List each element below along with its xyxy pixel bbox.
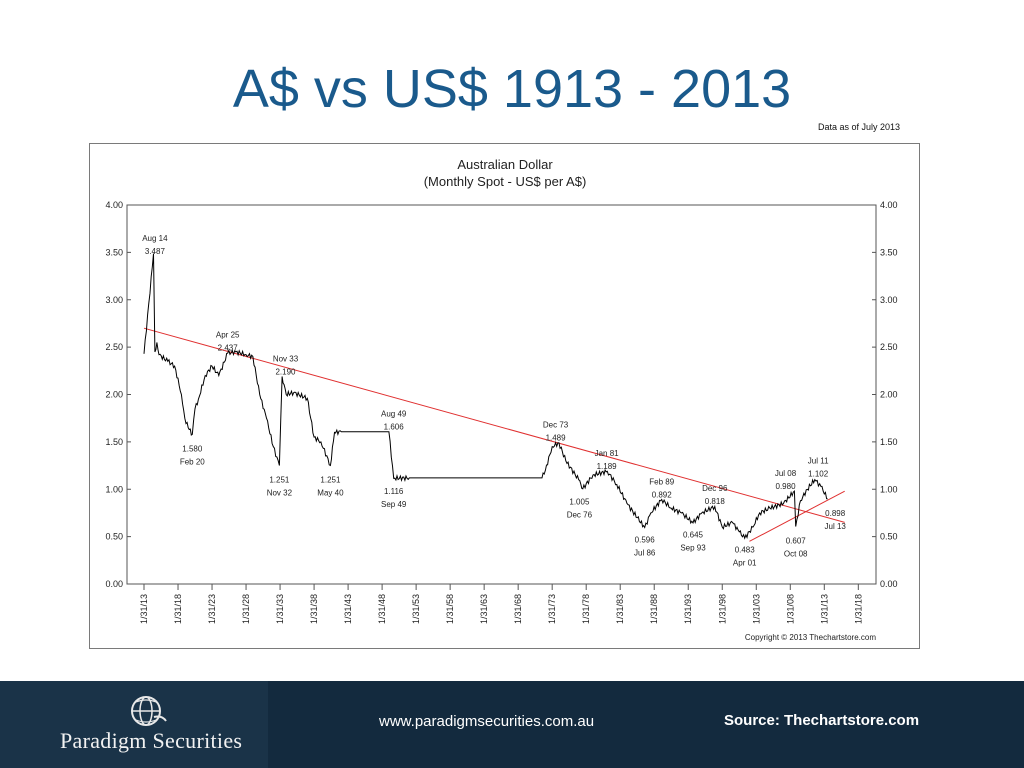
- x-tick-label: 1/31/73: [547, 594, 557, 624]
- y-tick-label-left: 2.50: [105, 342, 123, 352]
- y-tick-label-left: 0.50: [105, 532, 123, 542]
- annotation-date: Aug 14: [142, 234, 168, 243]
- x-tick-label: 1/31/18: [173, 594, 183, 624]
- globe-logo-icon: [131, 696, 167, 726]
- annotation-value: 1.251: [269, 476, 290, 485]
- annotation-value: 0.596: [635, 535, 656, 544]
- y-tick-label-right: 3.00: [880, 295, 898, 305]
- annotation-date: Nov 32: [267, 489, 293, 498]
- annotation-value: 1.580: [182, 444, 203, 453]
- x-tick-label: 1/31/63: [479, 594, 489, 624]
- y-tick-label-right: 1.00: [880, 484, 898, 494]
- chart-copyright: Copyright © 2013 Thechartstore.com: [745, 633, 876, 642]
- annotation-date: Dec 96: [702, 484, 728, 493]
- x-tick-label: 1/31/13: [819, 594, 829, 624]
- trendline: [749, 490, 845, 542]
- annotation-date: Dec 76: [567, 510, 593, 519]
- chart-frame: Australian Dollar (Monthly Spot - US$ per…: [89, 143, 920, 649]
- annotation-value: 1.606: [384, 422, 405, 431]
- annotation-date: Apr 01: [733, 559, 757, 568]
- y-tick-label-right: 0.00: [880, 579, 898, 589]
- y-tick-label-right: 4.00: [880, 200, 898, 210]
- y-tick-label-right: 0.50: [880, 532, 898, 542]
- annotation-value: 0.483: [735, 546, 756, 555]
- annotation-value: 1.116: [384, 487, 404, 496]
- y-tick-label-left: 3.00: [105, 295, 123, 305]
- annotation-value: 0.645: [683, 531, 704, 540]
- x-tick-label: 1/31/28: [241, 594, 251, 624]
- x-tick-label: 1/31/08: [785, 594, 795, 624]
- plot-area-border: [126, 204, 877, 585]
- annotation-date: Dec 73: [543, 421, 569, 430]
- annotation-value: 1.005: [569, 497, 590, 506]
- x-tick-label: 1/31/33: [275, 594, 285, 624]
- annotation-value: 1.489: [546, 434, 567, 443]
- annotation-value: 3.487: [145, 247, 166, 256]
- x-tick-label: 1/31/53: [411, 594, 421, 624]
- x-tick-label: 1/31/88: [649, 594, 659, 624]
- x-tick-label: 1/31/98: [717, 594, 727, 624]
- x-tick-label: 1/31/13: [139, 594, 149, 624]
- y-tick-label-left: 3.50: [105, 247, 123, 257]
- x-tick-label: 1/31/23: [207, 594, 217, 624]
- footer-bar: Paradigm Securities www.paradigmsecuriti…: [0, 681, 1024, 768]
- y-tick-label-left: 2.00: [105, 390, 123, 400]
- annotation-value: 0.898: [825, 509, 846, 518]
- annotation-date: Jul 11: [808, 457, 829, 466]
- y-tick-label-right: 2.50: [880, 342, 898, 352]
- x-tick-label: 1/31/93: [683, 594, 693, 624]
- x-tick-label: 1/31/68: [513, 594, 523, 624]
- y-tick-label-right: 1.50: [880, 437, 898, 447]
- x-tick-label: 1/31/43: [343, 594, 353, 624]
- y-tick-label-right: 2.00: [880, 390, 898, 400]
- chart-svg: Australian Dollar (Monthly Spot - US$ per…: [105, 157, 898, 642]
- y-tick-label-left: 0.00: [105, 579, 123, 589]
- annotation-date: Jan 81: [595, 449, 620, 458]
- x-tick-label: 1/31/03: [751, 594, 761, 624]
- logo-text: Paradigm Securities: [60, 728, 243, 753]
- annotation-value: 1.102: [808, 470, 829, 479]
- chart-title: Australian Dollar: [457, 157, 553, 172]
- annotation-value: 2.190: [275, 367, 296, 376]
- logo-block: Paradigm Securities: [0, 681, 268, 768]
- annotation-date: Jul 13: [825, 522, 847, 531]
- y-tick-label-left: 4.00: [105, 200, 123, 210]
- x-tick-label: 1/31/48: [377, 594, 387, 624]
- annotation-value: 0.892: [652, 491, 673, 500]
- x-tick-label: 1/31/18: [853, 594, 863, 624]
- annotation-date: Apr 25: [216, 331, 240, 340]
- x-tick-label: 1/31/58: [445, 594, 455, 624]
- annotation-date: Jul 08: [775, 469, 797, 478]
- annotation-value: 1.251: [320, 476, 341, 485]
- footer-url-link[interactable]: www.paradigmsecurities.com.au: [379, 713, 595, 730]
- annotation-date: Jul 86: [634, 548, 656, 557]
- annotation-date: Sep 49: [381, 500, 407, 509]
- annotation-value: 0.818: [705, 497, 726, 506]
- y-tick-label-right: 3.50: [880, 247, 898, 257]
- series-line: [143, 253, 828, 540]
- x-tick-label: 1/31/83: [615, 594, 625, 624]
- footer-source: Source: Thechartstore.com: [724, 712, 920, 729]
- annotation-date: Nov 33: [273, 354, 299, 363]
- annotation-value: 0.607: [786, 536, 807, 545]
- annotation-date: Oct 08: [784, 549, 808, 558]
- data-date-note: Data as of July 2013: [818, 122, 901, 132]
- slide-title: A$ vs US$ 1913 - 2013: [232, 59, 792, 119]
- y-tick-label-left: 1.00: [105, 484, 123, 494]
- chart-subtitle: (Monthly Spot - US$ per A$): [424, 174, 587, 189]
- annotation-value: 1.189: [597, 462, 618, 471]
- y-tick-label-left: 1.50: [105, 437, 123, 447]
- annotation-value: 2.437: [218, 344, 239, 353]
- x-tick-label: 1/31/38: [309, 594, 319, 624]
- x-tick-label: 1/31/78: [581, 594, 591, 624]
- annotation-date: Sep 93: [680, 544, 706, 553]
- annotation-value: 0.980: [776, 482, 797, 491]
- trendline: [143, 327, 845, 523]
- annotation-date: May 40: [317, 489, 344, 498]
- annotation-date: Aug 49: [381, 409, 407, 418]
- annotation-date: Feb 20: [180, 457, 205, 466]
- annotation-date: Feb 89: [649, 478, 674, 487]
